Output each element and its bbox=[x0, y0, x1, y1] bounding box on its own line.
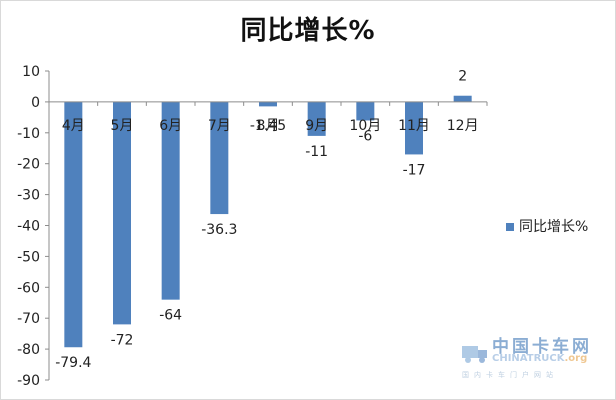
watermark-brand: CHINATRUCK.org bbox=[492, 353, 587, 364]
watermark-logo: 中国卡车网 CHINATRUCK.org 国内卡车门户网站 bbox=[460, 332, 610, 382]
watermark-tagline: 国内卡车门户网站 bbox=[462, 371, 558, 379]
legend: 同比增长% bbox=[506, 216, 588, 236]
y-tick-label: -10 bbox=[17, 126, 40, 142]
watermark-domain: .org bbox=[564, 353, 588, 364]
legend-swatch bbox=[506, 223, 514, 231]
x-tick-label: 4月 bbox=[62, 118, 85, 134]
data-label: -36.3 bbox=[201, 222, 237, 238]
x-tick-label: 7月 bbox=[208, 118, 231, 134]
x-tick-label: 11月 bbox=[398, 118, 430, 134]
watermark-logo-text: 中国卡车网 bbox=[492, 337, 592, 357]
x-tick-label: 9月 bbox=[305, 118, 328, 134]
x-tick-label: 12月 bbox=[447, 118, 479, 134]
y-tick-label: -70 bbox=[17, 311, 40, 327]
x-tick-label: 6月 bbox=[159, 118, 182, 134]
data-label: -79.4 bbox=[55, 355, 91, 371]
y-tick-label: -20 bbox=[17, 157, 40, 173]
y-tick-label: 0 bbox=[31, 95, 40, 111]
chart-title: 同比增长% bbox=[240, 16, 376, 46]
data-label: -11 bbox=[305, 144, 328, 160]
bar bbox=[113, 101, 131, 325]
bar bbox=[453, 95, 472, 102]
x-tick-label: 10月 bbox=[349, 118, 381, 134]
data-label: 2 bbox=[458, 69, 467, 85]
y-tick-label: -40 bbox=[17, 219, 40, 235]
data-label: -72 bbox=[111, 332, 134, 348]
data-label: -1.45 bbox=[250, 118, 286, 134]
bar bbox=[64, 101, 83, 348]
x-tick-label: 5月 bbox=[111, 118, 134, 134]
bar bbox=[161, 101, 180, 300]
bar bbox=[405, 101, 423, 155]
data-label: -64 bbox=[159, 308, 182, 324]
y-tick-label: -80 bbox=[17, 342, 40, 358]
bar bbox=[259, 101, 277, 107]
truck-icon bbox=[462, 346, 487, 363]
y-tick-label: -90 bbox=[17, 373, 40, 389]
bar bbox=[356, 101, 375, 121]
y-tick-label: -30 bbox=[17, 188, 40, 204]
legend-label: 同比增长% bbox=[519, 219, 589, 235]
y-tick-label: -60 bbox=[17, 280, 40, 296]
data-label: -17 bbox=[403, 162, 426, 178]
x-tick-label: 8月 bbox=[257, 118, 280, 134]
y-tick-label: -50 bbox=[17, 249, 40, 265]
watermark-brand-name: CHINATRUCK bbox=[492, 353, 565, 364]
bar bbox=[210, 101, 229, 215]
y-tick-label: 10 bbox=[22, 64, 40, 80]
bar bbox=[307, 101, 326, 136]
data-label: -6 bbox=[358, 128, 372, 144]
